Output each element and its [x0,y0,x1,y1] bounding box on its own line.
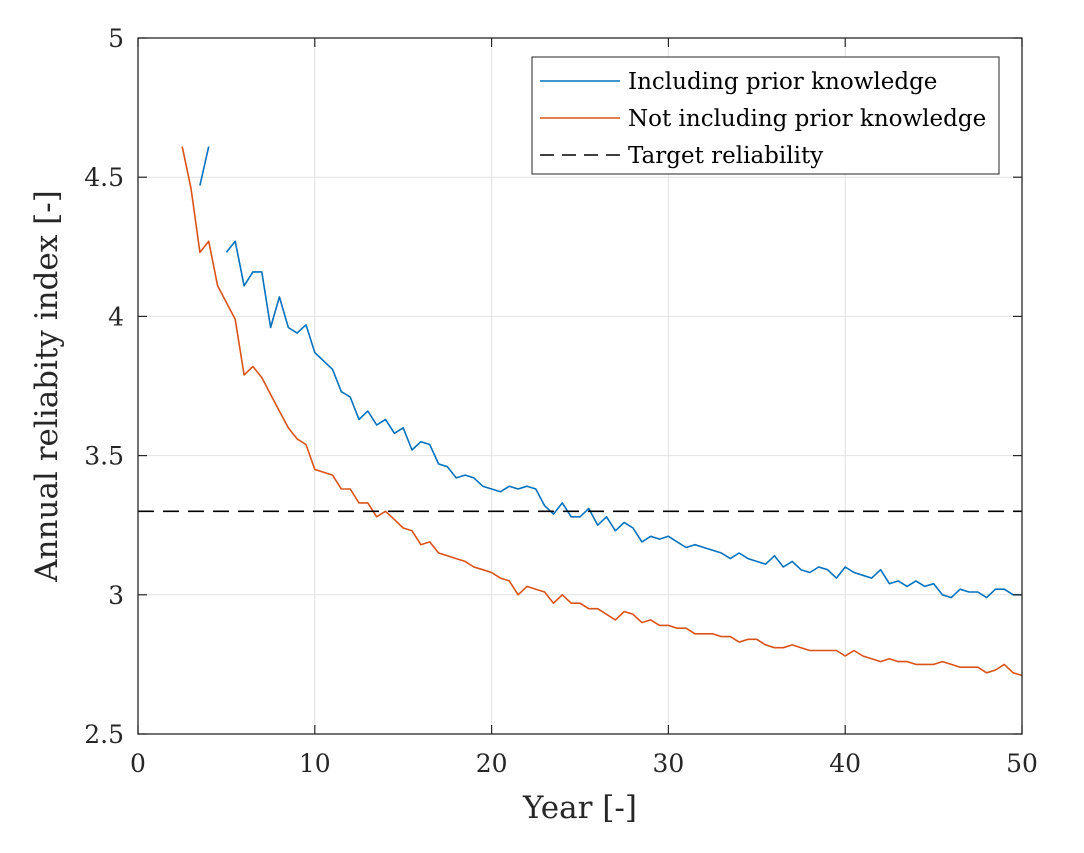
ticks [137,37,1023,735]
grid [138,38,1022,734]
x-tick-label: 40 [829,749,861,778]
tick-labels: 0 10 20 30 40 50 2.5 3 3.5 4 4.5 5 [84,24,1038,778]
series-line-including-prior-knowledge [225,240,1022,599]
legend-label-target-reliability: Target reliability [628,143,823,169]
y-tick-label: 4 [108,302,124,331]
y-tick-label: 3 [108,581,124,610]
x-tick-label: 0 [130,749,146,778]
x-axis-label: Year [-] [522,790,637,826]
series-line-not-including-prior-knowledge [181,146,1023,677]
y-tick-label: 5 [108,24,124,53]
y-tick-label: 3.5 [84,442,124,471]
y-tick-label: 2.5 [84,720,124,749]
legend-label-not-including-prior-knowledge: Not including prior knowledge [628,106,986,132]
series-line-including-prior-knowledge [199,146,210,186]
x-tick-label: 30 [652,749,684,778]
legend: Including prior knowledge Not including … [531,56,1000,175]
y-tick-label: 4.5 [84,163,124,192]
x-tick-label: 10 [299,749,331,778]
x-tick-label: 50 [1006,749,1038,778]
axes-box [137,37,1023,735]
series-layer [138,146,1023,677]
y-axis-label: Annual reliabity index [-] [29,190,65,583]
x-tick-label: 20 [476,749,508,778]
legend-label-including-prior-knowledge: Including prior knowledge [628,69,937,95]
